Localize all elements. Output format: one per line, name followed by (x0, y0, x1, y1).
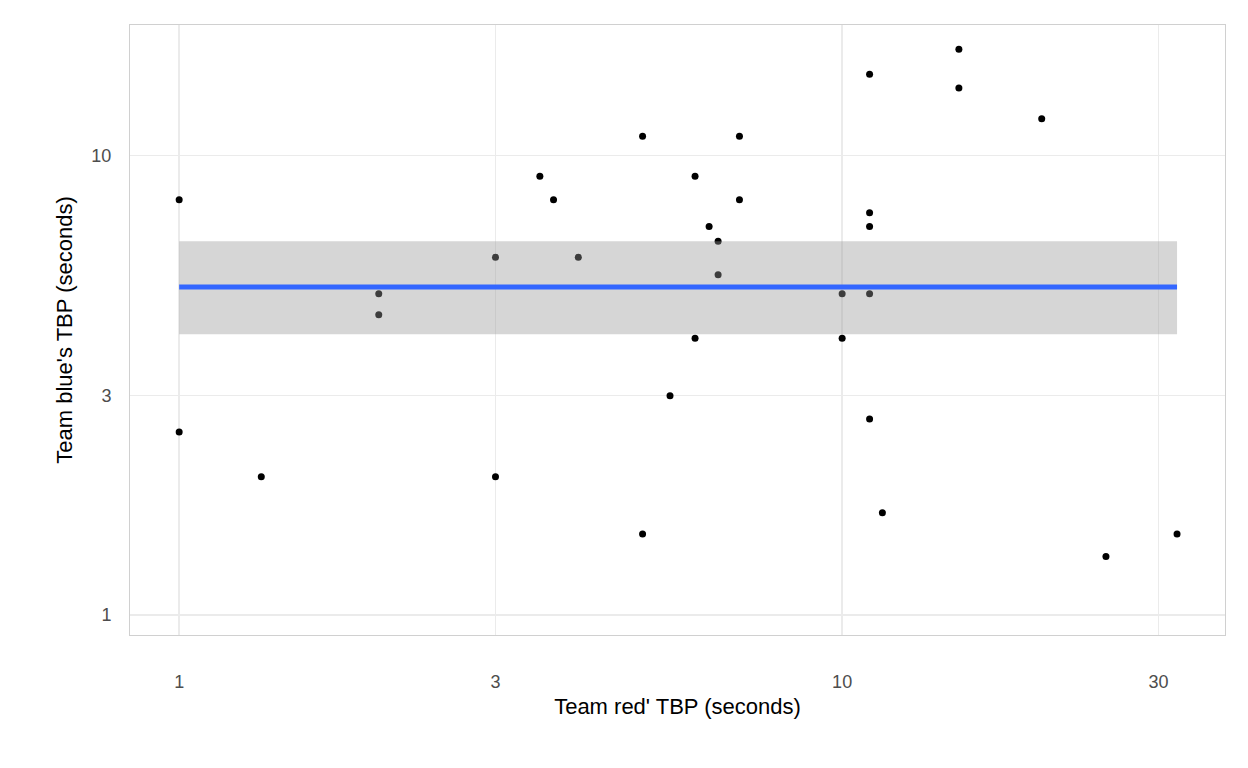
svg-text:10: 10 (832, 672, 852, 692)
svg-text:1: 1 (101, 605, 111, 625)
svg-text:Team red' TBP (seconds): Team red' TBP (seconds) (554, 694, 801, 719)
svg-text:10: 10 (91, 146, 111, 166)
svg-text:3: 3 (490, 672, 500, 692)
svg-text:1: 1 (174, 672, 184, 692)
svg-text:30: 30 (1148, 672, 1168, 692)
svg-text:Team blue's TBP (seconds): Team blue's TBP (seconds) (52, 196, 77, 464)
svg-text:3: 3 (101, 386, 111, 406)
